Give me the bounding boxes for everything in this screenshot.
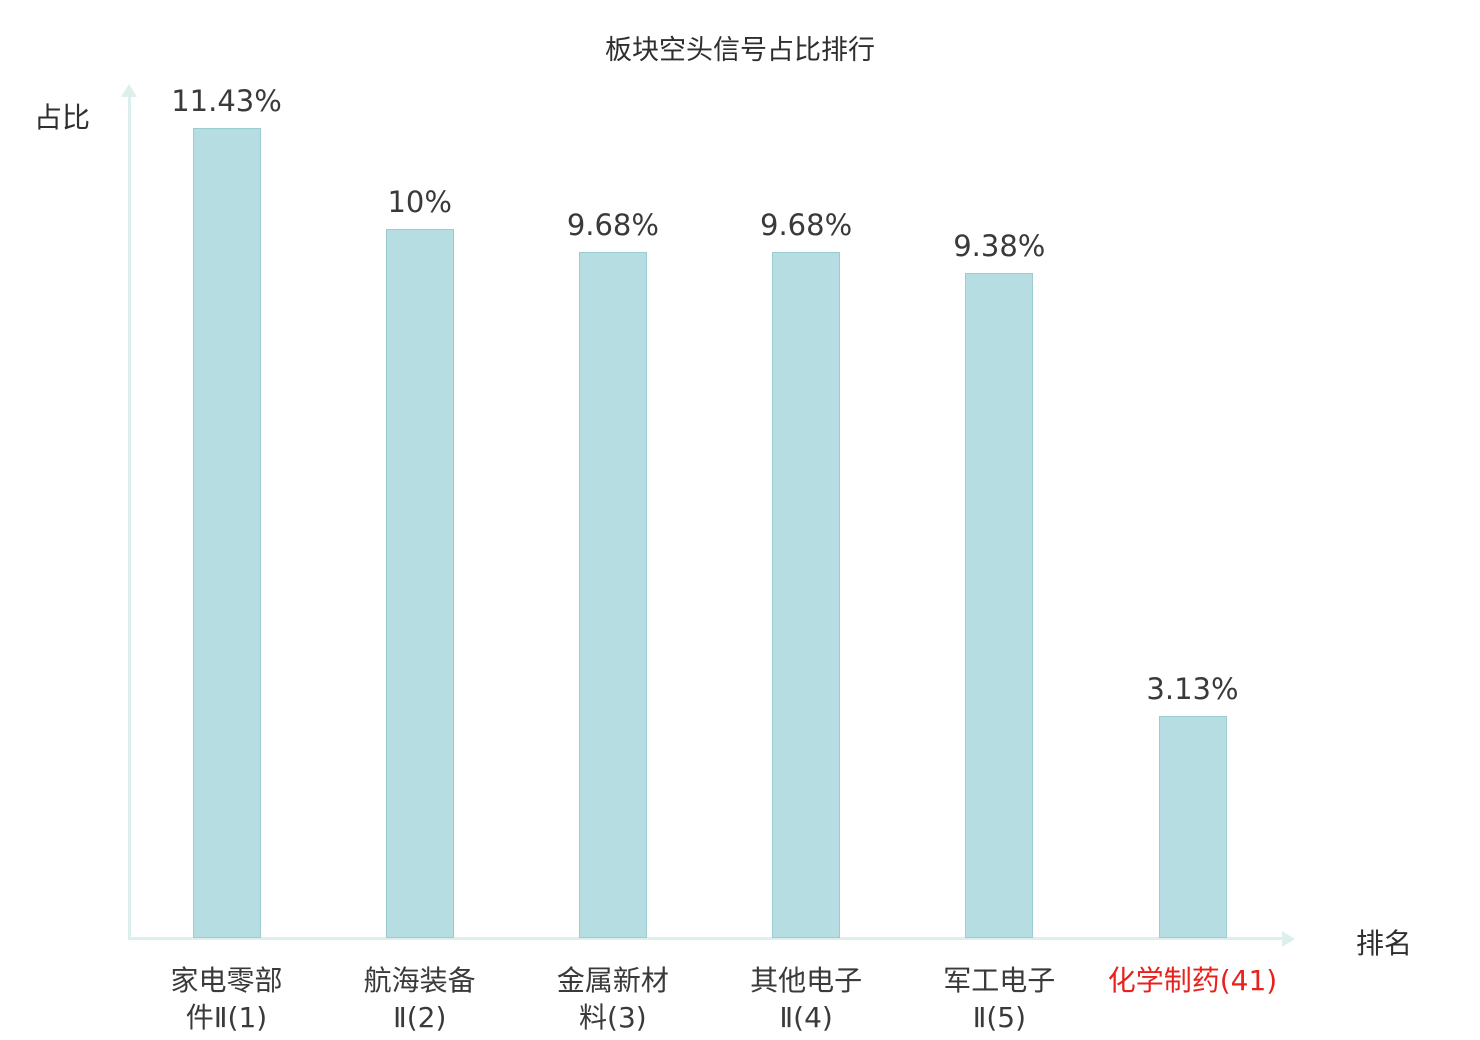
bar-value-label: 9.68% <box>760 208 853 242</box>
bar <box>385 229 454 938</box>
x-axis-arrow-icon <box>1282 930 1295 947</box>
bar <box>965 273 1034 938</box>
bar-category-label: 其他电子 Ⅱ(4) <box>676 962 936 1036</box>
bar-category-label-line: 家电零部 <box>170 964 283 997</box>
bar <box>578 252 647 938</box>
bar-value-label: 9.38% <box>953 229 1046 263</box>
bar-category-label-line: 其他电子 <box>750 964 863 997</box>
bar-category-label-line: Ⅱ(2) <box>392 1001 447 1034</box>
bar-category-label-line: Ⅱ(5) <box>972 1001 1027 1034</box>
bar-category-label-line: 化学制药(41) <box>1107 964 1278 997</box>
bar-category-label: 家电零部件Ⅱ(1) <box>97 962 357 1036</box>
bar <box>772 252 841 938</box>
bar-value-label: 3.13% <box>1146 672 1239 706</box>
bar-category-label: 金属新材料(3) <box>483 962 743 1036</box>
bar-category-label-line: 军工电子 <box>943 964 1056 997</box>
bar-category-label-line: 金属新材 <box>556 964 669 997</box>
y-axis-arrow-icon <box>121 84 137 97</box>
bar-category-label-line: Ⅱ(4) <box>779 1001 833 1034</box>
y-axis-label: 占比 <box>34 101 91 134</box>
bar-value-label: 9.68% <box>566 208 659 242</box>
bar-category-label: 航海装备 Ⅱ(2) <box>290 962 550 1036</box>
bar-category-label-line: 航海装备 <box>363 964 476 997</box>
y-axis-line <box>128 96 131 940</box>
bar-category-label: 军工电子 Ⅱ(5) <box>869 962 1129 1036</box>
bar-category-label-line: 件Ⅱ(1) <box>185 1001 268 1034</box>
bar <box>1158 716 1227 938</box>
bar-value-label: 10% <box>387 185 452 219</box>
bar-value-label: 11.43% <box>171 84 282 118</box>
x-axis-label: 排名 <box>1356 927 1413 960</box>
bar <box>192 128 261 938</box>
x-axis-line <box>128 937 1284 940</box>
chart-title: 板块空头信号占比排行 <box>605 35 875 66</box>
bar-category-label-line: 料(3) <box>579 1001 647 1034</box>
bar-category-label: 化学制药(41) <box>1063 962 1323 999</box>
